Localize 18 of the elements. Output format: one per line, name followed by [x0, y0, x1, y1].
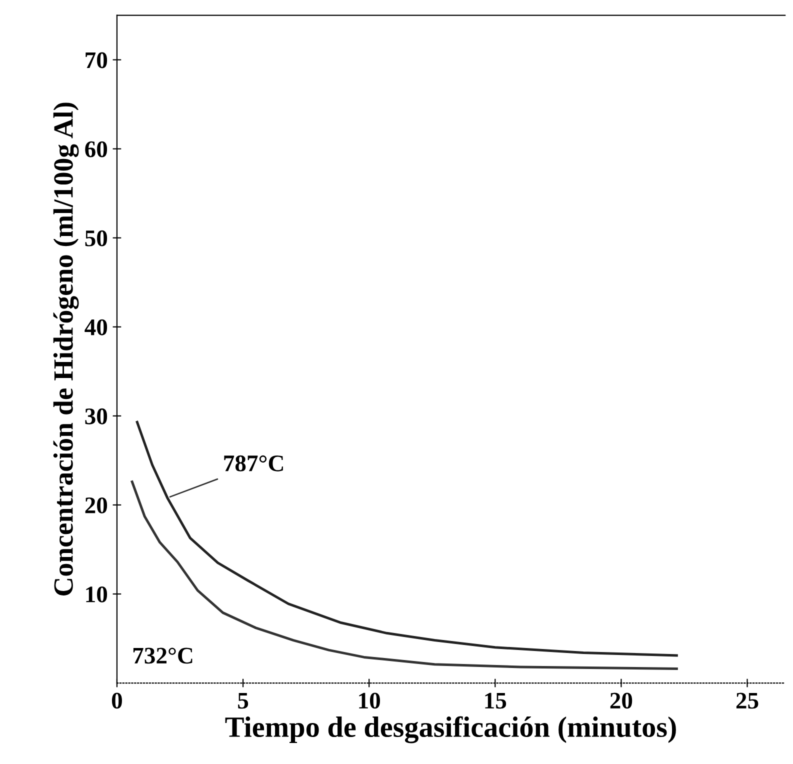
x-tick-label: 5 — [238, 692, 248, 709]
y-tick-label: 30 — [85, 408, 108, 424]
y-tick-label: 70 — [86, 52, 108, 68]
y-tick-label: 20 — [85, 497, 108, 514]
y-tick-label: 50 — [85, 230, 108, 246]
x-tick-label: 15 — [485, 692, 506, 709]
x-tick-label: 25 — [736, 692, 758, 709]
y-axis-title: Concentración de Hidrógeno (ml/100g Al) — [53, 102, 79, 596]
series-label: 732°C — [133, 648, 192, 664]
y-tick-label: 60 — [85, 141, 108, 158]
x-tick-label: 10 — [359, 692, 380, 709]
text: 787°C — [224, 455, 283, 472]
x-axis-title: Tiempo de desgasificación (minutos) — [225, 716, 676, 744]
line-series — [130, 480, 678, 670]
y-tick-label: 10 — [86, 586, 108, 602]
x-tick-label: 20 — [610, 692, 632, 709]
x-tick-label: 0 — [112, 692, 122, 709]
y-tick-label: 40 — [84, 319, 108, 336]
